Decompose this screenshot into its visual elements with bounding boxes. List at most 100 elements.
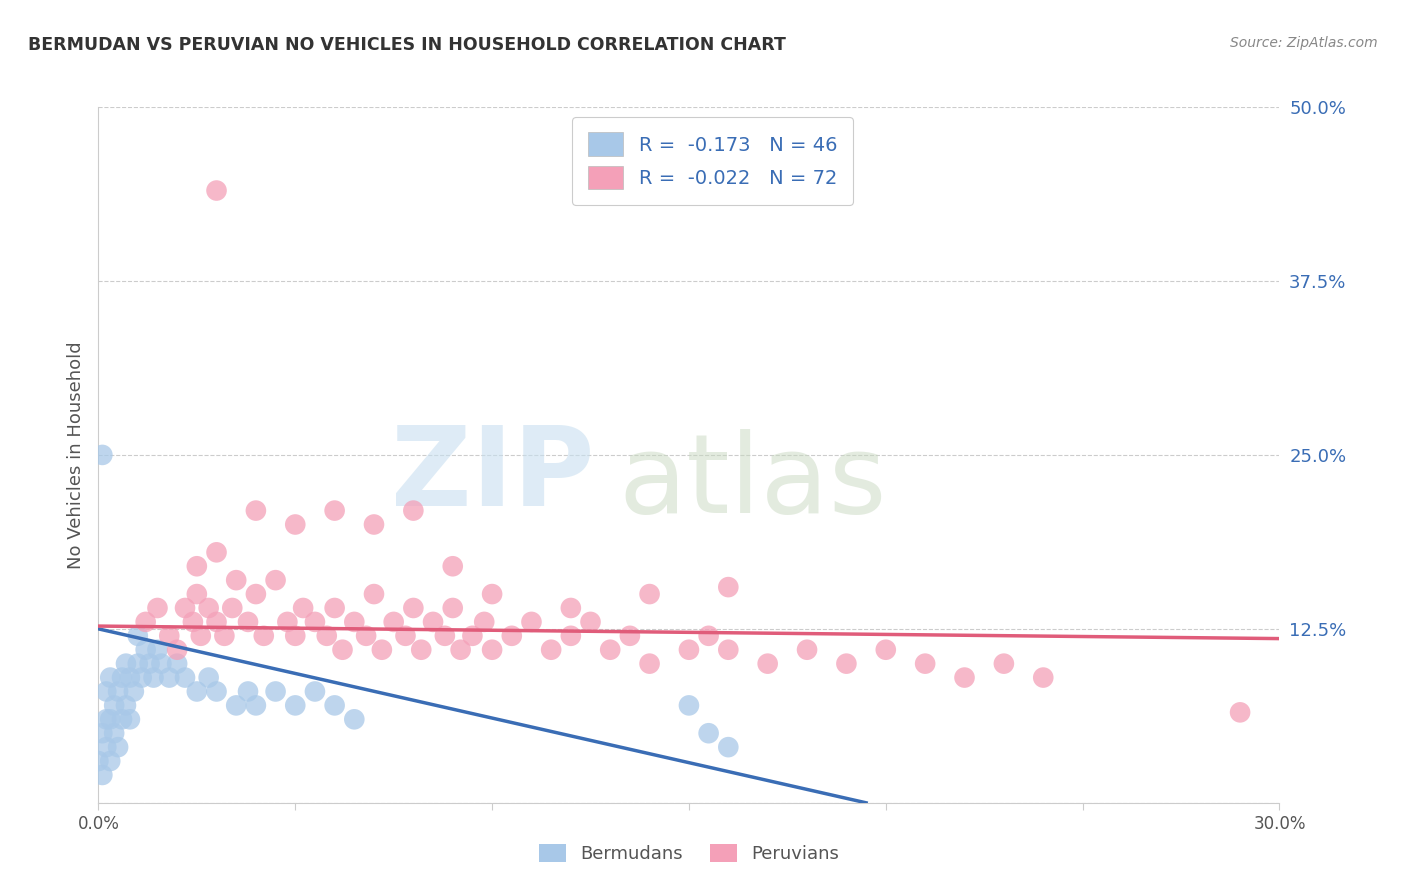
Point xyxy=(276,615,298,629)
Point xyxy=(157,671,180,685)
Text: BERMUDAN VS PERUVIAN NO VEHICLES IN HOUSEHOLD CORRELATION CHART: BERMUDAN VS PERUVIAN NO VEHICLES IN HOUS… xyxy=(28,36,786,54)
Point xyxy=(461,629,484,643)
Point xyxy=(678,642,700,657)
Text: ZIP: ZIP xyxy=(391,422,595,529)
Point xyxy=(304,615,326,629)
Point xyxy=(450,642,472,657)
Point xyxy=(190,629,212,643)
Point xyxy=(98,671,121,685)
Point xyxy=(118,671,141,685)
Point xyxy=(245,587,267,601)
Point xyxy=(98,712,121,726)
Point xyxy=(343,712,366,726)
Point xyxy=(304,684,326,698)
Point xyxy=(225,698,247,713)
Point xyxy=(520,615,543,629)
Point xyxy=(560,629,582,643)
Point xyxy=(98,754,121,768)
Point xyxy=(146,601,169,615)
Point xyxy=(292,601,315,615)
Point xyxy=(197,671,219,685)
Point xyxy=(111,712,134,726)
Point xyxy=(433,629,456,643)
Point xyxy=(472,615,495,629)
Point xyxy=(796,642,818,657)
Point xyxy=(197,601,219,615)
Point xyxy=(166,642,188,657)
Point xyxy=(481,642,503,657)
Point xyxy=(181,615,204,629)
Point xyxy=(221,601,243,615)
Point xyxy=(501,629,523,643)
Point xyxy=(579,615,602,629)
Point xyxy=(107,684,129,698)
Point xyxy=(394,629,416,643)
Point xyxy=(343,615,366,629)
Point xyxy=(363,517,385,532)
Point xyxy=(253,629,276,643)
Point xyxy=(245,698,267,713)
Point xyxy=(115,698,138,713)
Point xyxy=(540,642,562,657)
Point xyxy=(363,587,385,601)
Point xyxy=(1229,706,1251,720)
Point xyxy=(284,517,307,532)
Point xyxy=(225,573,247,587)
Point xyxy=(953,671,976,685)
Point xyxy=(717,740,740,755)
Point xyxy=(205,545,228,559)
Point xyxy=(103,726,125,740)
Point xyxy=(111,671,134,685)
Point xyxy=(118,712,141,726)
Y-axis label: No Vehicles in Household: No Vehicles in Household xyxy=(66,341,84,569)
Point xyxy=(599,642,621,657)
Point xyxy=(756,657,779,671)
Point xyxy=(638,587,661,601)
Point xyxy=(205,184,228,198)
Point xyxy=(127,629,149,643)
Point xyxy=(993,657,1015,671)
Point xyxy=(717,580,740,594)
Point xyxy=(115,657,138,671)
Point xyxy=(166,657,188,671)
Point xyxy=(835,657,858,671)
Point xyxy=(150,657,173,671)
Point xyxy=(875,642,897,657)
Point xyxy=(284,629,307,643)
Point xyxy=(697,726,720,740)
Point xyxy=(717,642,740,657)
Point xyxy=(174,601,197,615)
Point xyxy=(91,768,114,782)
Point xyxy=(214,629,236,643)
Point xyxy=(402,601,425,615)
Point xyxy=(245,503,267,517)
Point xyxy=(186,684,208,698)
Point xyxy=(1032,671,1054,685)
Point xyxy=(411,642,433,657)
Point xyxy=(138,657,160,671)
Point xyxy=(236,684,259,698)
Point xyxy=(186,587,208,601)
Text: Source: ZipAtlas.com: Source: ZipAtlas.com xyxy=(1230,36,1378,50)
Point xyxy=(135,642,157,657)
Point xyxy=(638,657,661,671)
Point xyxy=(441,601,464,615)
Point xyxy=(354,629,377,643)
Point xyxy=(146,642,169,657)
Point xyxy=(382,615,405,629)
Point xyxy=(127,657,149,671)
Point xyxy=(157,629,180,643)
Point xyxy=(264,573,287,587)
Point xyxy=(236,615,259,629)
Point xyxy=(402,503,425,517)
Point xyxy=(264,684,287,698)
Point xyxy=(91,726,114,740)
Legend: Bermudans, Peruvians: Bermudans, Peruvians xyxy=(531,837,846,871)
Point xyxy=(481,587,503,601)
Point xyxy=(96,712,118,726)
Point xyxy=(323,698,346,713)
Text: atlas: atlas xyxy=(619,429,887,536)
Point xyxy=(323,503,346,517)
Point xyxy=(96,684,118,698)
Point xyxy=(315,629,337,643)
